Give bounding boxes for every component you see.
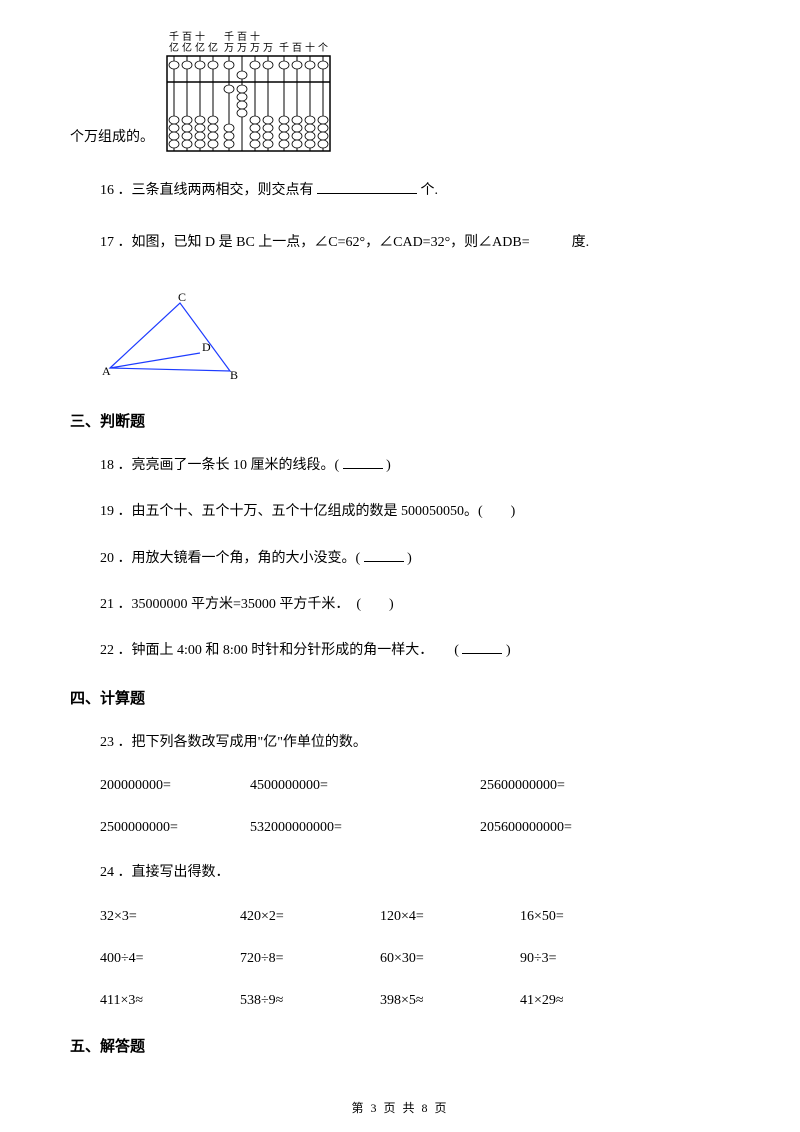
calc-cell: 200000000= [100,778,250,794]
calc-cell: 398×5≈ [380,993,520,1009]
svg-text:十: 十 [250,30,260,43]
calc-cell: 90÷3= [520,951,660,967]
q18-num: 18 [100,458,114,473]
q23-row1: 200000000= 4500000000= 25600000000= [100,778,730,794]
svg-text:万: 万 [224,43,234,54]
abacus-diagram: 千亿 百亿 十亿 亿 千万 百万 十万 万 千 百 十 个 [162,30,337,156]
calc-cell: 4500000000= [250,778,480,794]
q16-text-a: ．三条直线两两相交，则交点有 [118,183,314,198]
q18-text-b: ) [386,458,391,473]
q22-text-a: ．钟面上 4:00 和 8:00 时针和分针形成的角一样大． ( [118,643,459,658]
triangle-diagram: A B C D [100,293,250,383]
abacus-prefix: 个万组成的。 [70,126,154,146]
calc-cell: 32×3= [100,909,240,925]
question-24: 24 ．直接写出得数． [100,862,730,884]
q23-row2: 2500000000= 532000000000= 205600000000= [100,820,730,836]
blank-fill [343,455,383,469]
section-3-header: 三、判断题 [70,410,730,431]
q17-num: 17 [100,235,114,250]
question-21: 21 ．35000000 平方米=35000 平方千米． ( ) [100,594,730,616]
calc-cell: 538÷9≈ [240,993,380,1009]
calc-cell: 532000000000= [250,820,480,836]
calc-cell: 720÷8= [240,951,380,967]
svg-text:万: 万 [263,43,273,54]
question-23: 23 ．把下列各数改写成用"亿"作单位的数。 [100,732,730,754]
section-4-header: 四、计算题 [70,687,730,708]
q21-text: ．35000000 平方米=35000 平方千米． ( ) [118,597,394,612]
svg-text:十: 十 [195,30,205,43]
svg-text:百: 百 [237,31,247,43]
svg-text:百: 百 [292,42,302,54]
q20-num: 20 [100,551,114,566]
q19-num: 19 [100,504,114,519]
q22-num: 22 [100,643,114,658]
q16-text-b: 个. [421,183,439,198]
calc-cell: 60×30= [380,951,520,967]
question-18: 18 ．亮亮画了一条长 10 厘米的线段。( ) [100,455,730,477]
q21-num: 21 [100,597,114,612]
q24-row1: 32×3= 420×2= 120×4= 16×50= [100,909,730,925]
svg-text:亿: 亿 [195,41,205,54]
blank-fill [462,640,502,654]
q23-num: 23 [100,735,114,750]
q24-row2: 400÷4= 720÷8= 60×30= 90÷3= [100,951,730,967]
abacus-row: 个万组成的。 千亿 百亿 十亿 亿 千万 百万 十万 万 千 百 十 个 [70,30,730,156]
q24-row3: 411×3≈ 538÷9≈ 398×5≈ 41×29≈ [100,993,730,1009]
q19-text: ．由五个十、五个十万、五个十亿组成的数是 500050050。( ) [118,504,516,519]
q20-text-b: ) [407,551,412,566]
section-5-header: 五、解答题 [70,1035,730,1056]
q20-text-a: ．用放大镜看一个角，角的大小没变。( [118,551,361,566]
question-19: 19 ．由五个十、五个十万、五个十亿组成的数是 500050050。( ) [100,501,730,523]
calc-cell: 25600000000= [480,778,660,794]
calc-cell: 16×50= [520,909,660,925]
blank-fill [364,548,404,562]
blank-fill [317,180,417,194]
q18-text-a: ．亮亮画了一条长 10 厘米的线段。( [118,458,340,473]
q24-num: 24 [100,865,114,880]
svg-text:千: 千 [279,42,289,54]
q22-text-b: ) [506,643,511,658]
svg-text:亿: 亿 [208,41,218,54]
label-C: C [178,293,186,304]
label-A: A [102,364,111,378]
question-22: 22 ．钟面上 4:00 和 8:00 时针和分针形成的角一样大． ( ) [100,640,730,662]
svg-text:百: 百 [182,31,192,43]
calc-cell: 120×4= [380,909,520,925]
calc-cell: 41×29≈ [520,993,660,1009]
svg-text:千: 千 [169,31,179,43]
q24-text: ．直接写出得数． [118,865,230,880]
svg-text:亿: 亿 [182,41,192,54]
question-20: 20 ．用放大镜看一个角，角的大小没变。( ) [100,548,730,570]
label-D: D [202,340,211,354]
question-17: 17 ．如图，已知 D 是 BC 上一点，∠C=62°，∠CAD=32°，则∠A… [100,232,730,254]
calc-cell: 400÷4= [100,951,240,967]
question-16: 16 ．三条直线两两相交，则交点有 个. [100,180,730,202]
svg-text:十: 十 [305,41,315,54]
calc-cell: 2500000000= [100,820,250,836]
q17-text: ．如图，已知 D 是 BC 上一点，∠C=62°，∠CAD=32°，则∠ADB=… [118,235,590,250]
calc-cell: 411×3≈ [100,993,240,1009]
calc-cell: 205600000000= [480,820,660,836]
svg-text:千: 千 [224,31,234,43]
q16-num: 16 [100,183,114,198]
svg-text:个: 个 [318,42,328,54]
calc-cell: 420×2= [240,909,380,925]
svg-text:万: 万 [237,43,247,54]
svg-text:亿: 亿 [169,41,179,54]
label-B: B [230,368,238,382]
q23-text: ．把下列各数改写成用"亿"作单位的数。 [118,735,367,750]
svg-text:万: 万 [250,43,260,54]
page-footer: 第 3 页 共 8 页 [0,1099,800,1116]
